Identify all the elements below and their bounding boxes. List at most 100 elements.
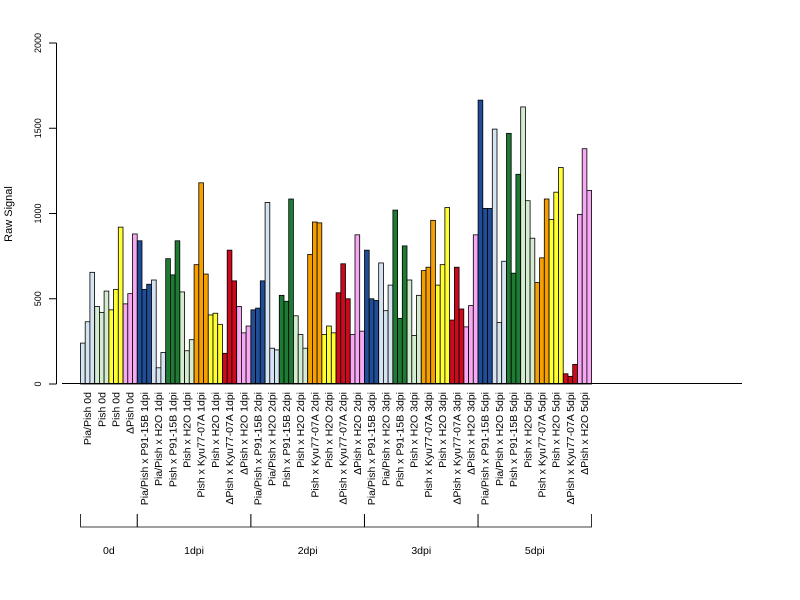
bar [288,198,294,385]
bar [217,323,223,385]
bar [458,308,465,385]
bar [335,292,342,385]
bar [283,300,290,385]
group-bracket [80,514,138,528]
bar [444,207,450,385]
bar [212,312,219,385]
bar [146,283,152,385]
bar [307,254,313,385]
bar [174,240,181,385]
bar [326,325,332,385]
x-tick-label: Pish x Kyu77-07A 1dpi [196,392,208,498]
bar [482,207,488,385]
bar [236,306,242,385]
bar [543,198,550,385]
x-tick-label: Pish 0d [96,392,108,427]
bar [525,200,531,385]
bar [132,233,138,385]
bar [548,219,555,385]
bar [472,234,479,385]
x-tick-label: Pish x P91-15B 1dpi [167,392,179,487]
x-tick-label: ΔPish x Kyu77-07A 3dpi [451,392,463,505]
bar [487,207,493,385]
bar [345,298,351,385]
x-tick-label: Pish x P91-15B 5dpi [508,392,520,487]
y-axis-label: Raw Signal [3,186,15,242]
bar [108,309,115,385]
bar [449,319,455,385]
bar [411,335,417,385]
bar [80,342,86,385]
x-tick-label: Pia/Pish x P91-15B 5dpi [480,392,492,505]
bars-layer [80,99,593,385]
bar [430,219,436,385]
bar [401,245,408,385]
x-tick-label: ΔPish x H2O 5dpi [579,392,591,475]
bar [122,303,129,385]
bar [151,279,157,385]
bar [165,258,171,385]
x-tick-label: Pish x H2O 5dpi [522,392,534,468]
bar [179,291,185,385]
bar [349,334,356,385]
bar [435,284,441,385]
bar [354,234,361,385]
group-brackets: 0d 1dpi 2dpi 3dpi 5dpi [80,514,592,557]
bar [193,264,200,385]
bar [316,222,323,385]
bar [259,280,266,385]
x-tick-label: ΔPish x Kyu77-07A 1dpi [224,392,236,505]
bar [89,271,96,385]
bar [439,264,446,385]
x-tick-label: Pia/Pish x P91-15B 3dpi [366,392,378,505]
bar [581,148,588,385]
bar [463,326,469,385]
bar [113,288,119,385]
y-axis: 0 500 1000 1500 2000 [33,33,57,387]
bar [188,339,195,385]
x-tick-label: Pish x H2O 2dpi [295,392,307,468]
group-bracket [477,514,592,528]
bar [127,293,133,385]
bar [477,99,484,385]
group-bracket [136,514,252,528]
bar [529,237,536,385]
bar [368,298,375,385]
x-tick-label: Pish x P91-15B 2dpi [281,392,293,487]
bar [506,132,512,385]
bar [278,294,285,385]
x-tick-label: ΔPish x H2O 3dpi [465,392,477,475]
x-tick-label: Pish 0d [110,392,122,427]
x-tick-label: ΔPish x H2O 2dpi [352,392,364,475]
bar [255,307,261,385]
x-tick-label: ΔPish x H2O 1dpi [238,392,250,475]
bar [311,221,318,385]
bar [141,288,148,385]
bar [184,350,190,385]
y-tick-label: 0 [33,381,43,386]
bar [155,367,162,385]
bar [392,209,398,385]
x-tick-label: Pia/Pish x P91-15B 1dpi [139,392,151,505]
bar [240,332,247,385]
bar [453,266,460,385]
x-tick-label: Pish x H2O 1dpi [210,392,222,468]
bar [425,266,432,385]
bar [330,332,337,385]
x-tick-label: Pish x P91-15B 3dpi [394,392,406,487]
bar [520,106,526,385]
x-tick-label: Pish x H2O 3dpi [409,392,421,468]
bar [302,347,308,385]
bar [226,249,233,385]
bar [382,310,389,385]
bar [84,321,91,385]
bar [397,317,403,385]
bar [387,284,394,385]
group-label: 2dpi [298,545,318,557]
bar [321,334,327,385]
bar [198,182,204,385]
bar [250,309,256,385]
y-tick-label: 1500 [33,118,43,138]
bar [378,262,384,385]
